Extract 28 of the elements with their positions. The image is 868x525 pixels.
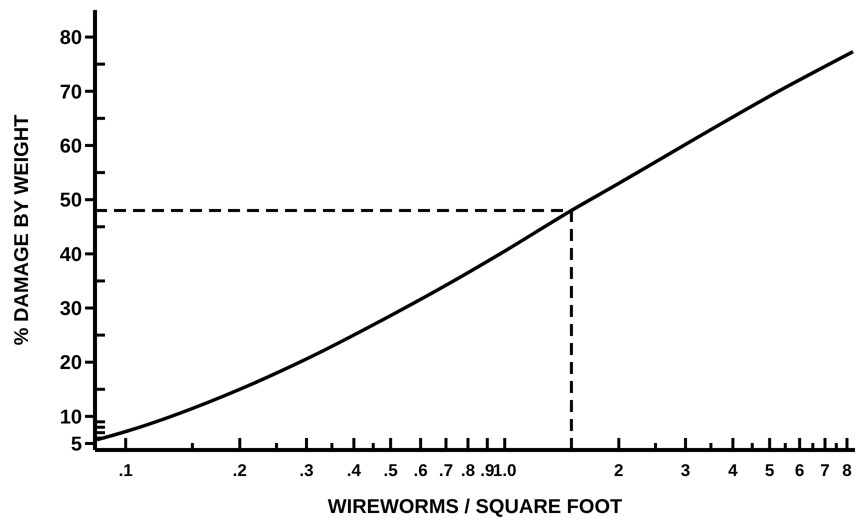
x-tick-label: .8	[460, 461, 476, 480]
y-tick-label: 5	[70, 434, 82, 456]
x-tick-label: 8	[842, 461, 852, 480]
x-tick-label: 5	[764, 461, 774, 480]
y-tick-label: 30	[60, 298, 82, 320]
x-tick-label: 4	[728, 461, 738, 480]
y-tick-label: 80	[60, 27, 82, 50]
x-tick-label: .4	[346, 461, 362, 480]
x-tick-label: .2	[232, 461, 247, 480]
y-tick-label: 60	[60, 135, 82, 158]
x-tick-label: .6	[414, 461, 428, 480]
y-tick-label: 10	[60, 406, 82, 428]
x-tick-label: .7	[438, 461, 454, 480]
y-axis-title: % DAMAGE BY WEIGHT	[11, 114, 33, 346]
x-tick-label: 1.0	[492, 461, 517, 480]
x-tick-label: .3	[299, 461, 314, 480]
x-tick-label: 2	[614, 461, 624, 480]
y-tick-label: 20	[60, 352, 82, 374]
y-tick-label: 50	[60, 190, 82, 212]
x-tick-label: 3	[680, 461, 690, 480]
y-tick-label: 70	[60, 81, 82, 104]
x-tick-label: 6	[794, 461, 804, 480]
x-tick-label: 7	[820, 461, 830, 480]
x-tick-label: .5	[383, 461, 398, 480]
x-tick-label: .9	[480, 461, 494, 480]
x-axis-title: WIREWORMS / SQUARE FOOT	[328, 496, 622, 518]
x-tick-label: .1	[118, 461, 133, 480]
y-tick-label: 40	[60, 244, 82, 266]
